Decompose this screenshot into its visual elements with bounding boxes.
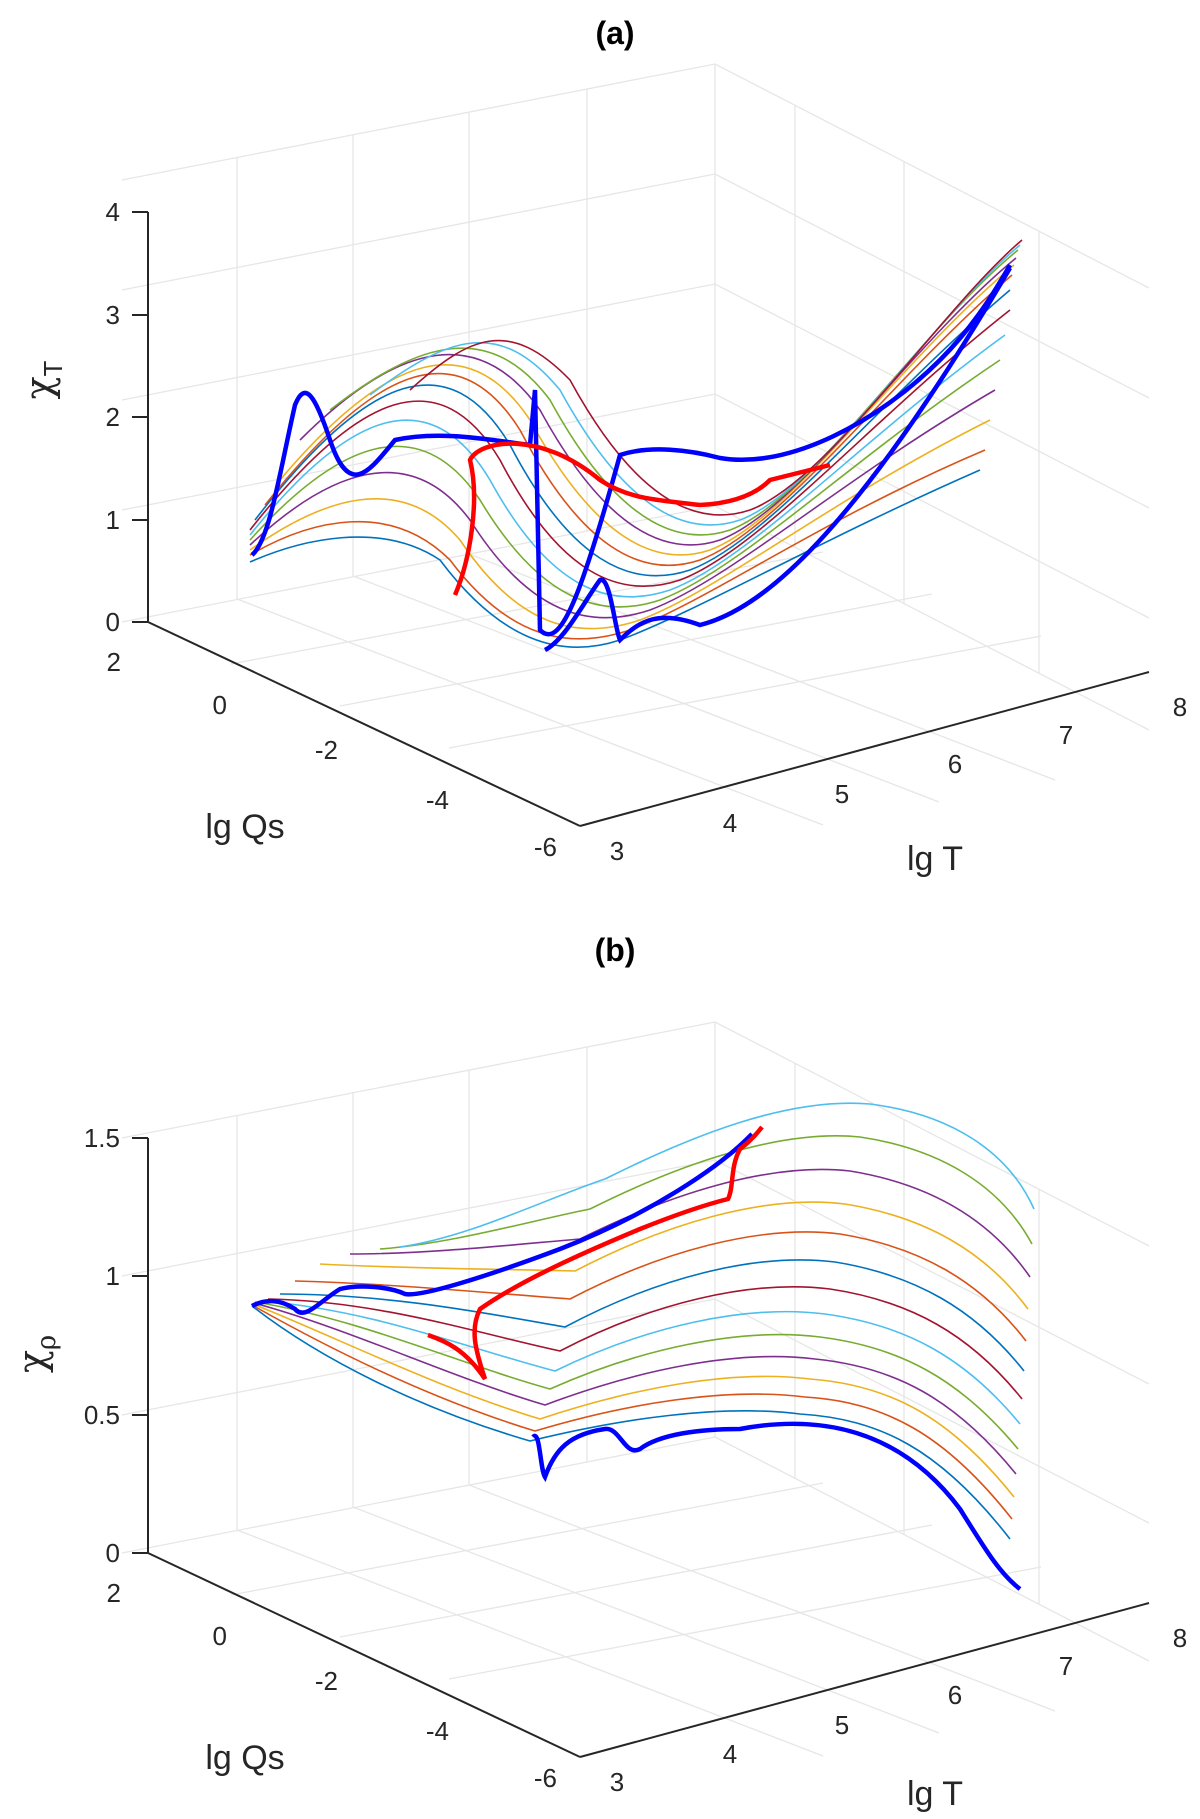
chart-b-curve-7 <box>267 1286 1023 1400</box>
chart-a-z-tick-1: 1 <box>106 505 120 535</box>
chart-b-svg: (b) 0 0.5 1 1.5 χρ <box>10 932 1187 1813</box>
chart-b-z-ticks: 0 0.5 1 1.5 <box>84 1123 148 1568</box>
chart-a-y-tick-m6: -6 <box>534 832 557 862</box>
chart-b-curve-13 <box>399 1102 1035 1248</box>
chart-b-x-label: lg T <box>907 1775 963 1813</box>
chart-a-z-tick-3: 3 <box>106 300 120 330</box>
chart-a-x-tick-3: 3 <box>610 836 624 866</box>
chart-a-x-label: lg T <box>907 840 963 878</box>
chart-a-curve-10 <box>279 264 1015 556</box>
chart-b-curve-8 <box>279 1259 1025 1372</box>
chart-b-curve-3 <box>252 1303 1015 1498</box>
chart-b-curve-2 <box>251 1304 1013 1520</box>
chart-a-y-tick-m2: -2 <box>315 735 338 765</box>
chart-b-x-tick-6: 6 <box>948 1680 962 1710</box>
chart-b-curve-9 <box>294 1231 1027 1342</box>
chart-b-x-tick-4: 4 <box>723 1739 737 1769</box>
chart-b-boundary-low <box>531 1421 1022 1591</box>
chart-a-curve-12 <box>329 249 1019 536</box>
chart-a-curve-5 <box>249 359 1001 608</box>
chart-b-y-tick-m2: -2 <box>315 1666 338 1696</box>
chart-b-z-tick-1: 1 <box>106 1261 120 1291</box>
chart-b-boundary-high <box>250 1132 754 1315</box>
chart-b-y-label: lg Qs <box>205 1739 284 1777</box>
chart-a-z-tick-0: 0 <box>106 607 120 637</box>
chart-a-path <box>452 441 831 596</box>
chart-b-x-tick-7: 7 <box>1059 1651 1073 1681</box>
chart-a-boundary-low <box>543 266 1012 653</box>
chart-b-z-tick-1-5: 1.5 <box>84 1123 120 1153</box>
chart-b-curve-5 <box>254 1301 1019 1450</box>
chart-a-curve-3 <box>249 419 991 630</box>
chart-b-y-tick-0: 0 <box>213 1621 227 1651</box>
chart-a-curve-8 <box>254 289 1011 577</box>
chart-b-y-tick-m6: -6 <box>534 1763 557 1793</box>
chart-a-curve-1 <box>249 469 981 648</box>
chart-a-grid <box>121 63 1150 826</box>
chart-b-x-tick-3: 3 <box>610 1767 624 1797</box>
chart-b-axes <box>147 1138 1150 1758</box>
chart-b-grid <box>121 1021 1150 1757</box>
chart-a-boundary-high <box>250 263 1012 637</box>
chart-a-curve-2 <box>249 449 986 640</box>
chart-a-y-tick-2: 2 <box>107 647 121 677</box>
chart-a-surface <box>249 239 1023 648</box>
chart-b-x-tick-8: 8 <box>1173 1623 1187 1653</box>
chart-b-x-tick-5: 5 <box>835 1710 849 1740</box>
chart-b-curve-10 <box>319 1201 1029 1310</box>
chart-a-z-tick-4: 4 <box>106 197 120 227</box>
chart-panel-a: (a) 0 1 2 <box>0 0 1200 909</box>
chart-a-x-ticks: 3 4 5 6 7 8 <box>610 692 1187 866</box>
chart-a-y-label: lg Qs <box>205 808 284 846</box>
chart-a-z-label: χT <box>17 360 68 399</box>
chart-a-curve-14 <box>409 239 1023 516</box>
chart-b-z-label: χρ <box>10 1335 62 1373</box>
chart-a-y-ticks: 2 0 -2 -4 -6 <box>107 647 557 862</box>
chart-b-y-ticks: 2 0 -2 -4 -6 <box>107 1578 557 1793</box>
chart-b-path <box>427 1125 764 1381</box>
chart-panel-b: (b) 0 0.5 1 1.5 χρ <box>0 909 1200 1818</box>
chart-b-z-tick-0-5: 0.5 <box>84 1400 120 1430</box>
chart-a-y-tick-0: 0 <box>213 690 227 720</box>
chart-b-title: (b) <box>595 932 636 968</box>
chart-b-y-tick-m4: -4 <box>426 1716 449 1746</box>
chart-a-x-tick-7: 7 <box>1059 720 1073 750</box>
chart-a-x-tick-5: 5 <box>835 779 849 809</box>
chart-a-z-tick-2: 2 <box>106 402 120 432</box>
chart-a-z-ticks: 0 1 2 3 4 <box>106 197 148 637</box>
chart-b-curve-11 <box>349 1168 1031 1278</box>
chart-b-curve-6 <box>259 1300 1021 1425</box>
chart-a-curve-9 <box>264 274 1013 567</box>
chart-a-x-tick-8: 8 <box>1173 692 1187 722</box>
chart-a-title: (a) <box>595 15 634 51</box>
chart-a-x-tick-6: 6 <box>948 749 962 779</box>
chart-a-curve-7 <box>249 309 1011 587</box>
chart-b-curve-4 <box>253 1302 1017 1475</box>
chart-b-z-tick-0: 0 <box>106 1538 120 1568</box>
chart-b-curve-1 <box>251 1305 1011 1540</box>
chart-a-y-tick-m4: -4 <box>426 785 449 815</box>
chart-a-x-tick-4: 4 <box>723 808 737 838</box>
chart-b-y-tick-2: 2 <box>107 1578 121 1608</box>
chart-b-x-ticks: 3 4 5 6 7 8 <box>610 1623 1187 1797</box>
chart-a-curve-6 <box>249 334 1006 598</box>
chart-b-surface <box>251 1102 1035 1540</box>
chart-a-svg: (a) 0 1 2 <box>17 15 1187 878</box>
